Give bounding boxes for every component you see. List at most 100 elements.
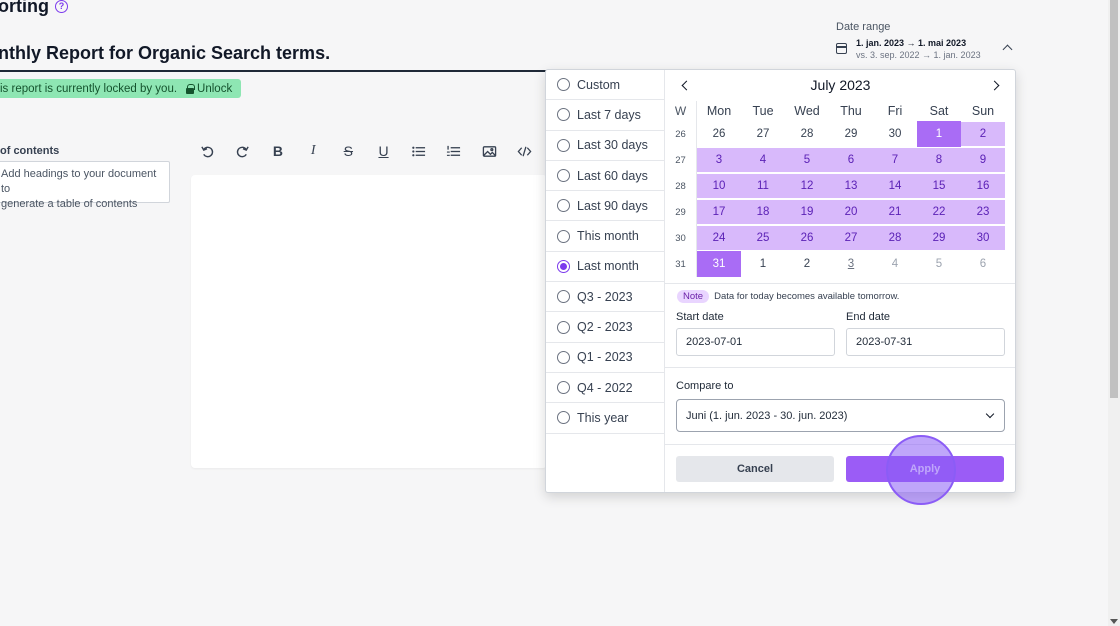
calendar-day[interactable]: 28 <box>800 128 814 140</box>
scroll-down-icon[interactable] <box>1110 619 1118 624</box>
calendar-day[interactable]: 22 <box>917 199 961 225</box>
preset-label: Q4 - 2022 <box>577 380 633 395</box>
scrollbar-thumb[interactable] <box>1110 0 1118 398</box>
radio-icon <box>557 320 570 334</box>
calendar-day[interactable]: 18 <box>741 199 785 225</box>
calendar-day[interactable]: 19 <box>785 199 829 225</box>
calendar-day[interactable]: 3 <box>697 147 741 173</box>
preset-option[interactable]: Q1 - 2023 <box>546 343 664 373</box>
page-scrollbar[interactable] <box>1108 0 1120 626</box>
calendar-day[interactable]: 29 <box>917 225 961 251</box>
italic-icon[interactable]: I <box>310 143 316 158</box>
document-editor[interactable] <box>191 175 547 468</box>
undo-icon[interactable] <box>190 137 225 165</box>
calendar-day[interactable]: 2 <box>803 258 811 270</box>
preset-label: Last 30 days <box>577 138 648 153</box>
toc-line-1: Add headings to your document to <box>1 168 157 195</box>
calendar-week-row: 30 24 25 26 27 28 29 30 <box>665 225 1015 251</box>
compare-to-select[interactable]: Juni (1. jun. 2023 - 30. jun. 2023) <box>676 399 1005 432</box>
start-date-input[interactable]: 2023-07-01 <box>676 328 835 356</box>
end-date-input[interactable]: 2023-07-31 <box>846 328 1005 356</box>
radio-icon <box>557 411 570 425</box>
strikethrough-icon[interactable]: S <box>343 143 354 159</box>
underline-icon[interactable]: U <box>378 143 389 159</box>
radio-icon <box>557 381 570 395</box>
apply-button[interactable]: Apply <box>846 456 1004 482</box>
calendar-day[interactable]: 23 <box>961 199 1005 225</box>
calendar-day[interactable]: 15 <box>917 173 961 199</box>
calendar-day[interactable]: 20 <box>829 199 873 225</box>
calendar-day[interactable]: 26 <box>712 128 726 140</box>
redo-icon[interactable] <box>225 137 260 165</box>
end-date-label: End date <box>846 311 891 323</box>
preset-option[interactable]: Custom <box>546 70 664 101</box>
calendar-day[interactable]: 3 <box>847 258 855 270</box>
calendar-week-row: 29 17 18 19 20 21 22 23 <box>665 199 1015 225</box>
preset-label: Last 90 days <box>577 198 648 213</box>
calendar-day[interactable]: 27 <box>829 225 873 251</box>
preset-option[interactable]: Q2 - 2023 <box>546 312 664 343</box>
calendar-day[interactable]: 26 <box>785 225 829 251</box>
next-month-button[interactable] <box>986 75 1006 95</box>
calendar-day[interactable]: 5 <box>785 147 829 173</box>
preset-option[interactable]: Last month <box>546 252 664 283</box>
prev-month-button[interactable] <box>675 75 695 95</box>
calendar-day[interactable]: 17 <box>697 199 741 225</box>
preset-option[interactable]: Q4 - 2022 <box>546 373 664 404</box>
preset-option[interactable]: Q3 - 2023 <box>546 282 664 313</box>
bullet-list-icon[interactable] <box>401 137 436 165</box>
calendar-day[interactable]: 6 <box>829 147 873 173</box>
calendar-day[interactable]: 1 <box>759 258 767 270</box>
calendar-day[interactable]: 1 <box>917 121 961 147</box>
calendar-day[interactable]: 13 <box>829 173 873 199</box>
calendar-day[interactable]: 4 <box>891 258 899 270</box>
toc-title: of contents <box>0 145 60 157</box>
calendar-day[interactable]: 21 <box>873 199 917 225</box>
help-icon[interactable]: ? <box>55 0 68 13</box>
calendar-day[interactable]: 4 <box>741 147 785 173</box>
calendar-week-row: 28 10 11 12 13 14 15 16 <box>665 173 1015 199</box>
preset-option[interactable]: Last 90 days <box>546 191 664 222</box>
calendar-day[interactable]: 7 <box>873 147 917 173</box>
calendar-day[interactable]: 5 <box>935 258 943 270</box>
calendar-day[interactable]: 24 <box>697 225 741 251</box>
image-icon[interactable] <box>472 137 507 165</box>
toc-placeholder: Add headings to your document to generat… <box>0 161 170 210</box>
toc-line-2: generate a table of contents <box>1 198 138 210</box>
radio-icon <box>557 290 570 304</box>
calendar-day[interactable]: 28 <box>873 225 917 251</box>
preset-label: Q1 - 2023 <box>577 350 633 365</box>
date-range-toggle[interactable]: 1. jan. 2023 → 1. mai 2023 vs. 3. sep. 2… <box>836 37 1013 63</box>
calendar-day[interactable]: 9 <box>961 147 1005 173</box>
calendar-day[interactable]: 25 <box>741 225 785 251</box>
calendar-week-row: 31 31 1 2 3 4 5 6 <box>665 251 1015 277</box>
bold-icon[interactable]: B <box>272 143 284 159</box>
calendar-day[interactable]: 8 <box>917 147 961 173</box>
calendar-day[interactable]: 30 <box>961 225 1005 251</box>
week-number: 31 <box>665 251 697 277</box>
code-icon[interactable] <box>507 137 542 165</box>
calendar-day[interactable]: 10 <box>697 173 741 199</box>
unlock-button[interactable]: Unlock <box>186 83 232 95</box>
numbered-list-icon[interactable] <box>436 137 471 165</box>
calendar-day[interactable]: 2 <box>961 121 1005 147</box>
chevron-left-icon <box>681 80 692 90</box>
preset-option[interactable]: Last 7 days <box>546 100 664 131</box>
calendar-day[interactable]: 11 <box>741 173 785 199</box>
calendar-day[interactable]: 29 <box>844 128 858 140</box>
calendar-day[interactable]: 16 <box>961 173 1005 199</box>
calendar-day[interactable]: 31 <box>697 251 741 277</box>
cancel-button[interactable]: Cancel <box>676 456 834 482</box>
calendar-day[interactable]: 6 <box>979 258 987 270</box>
calendar-day[interactable]: 27 <box>756 128 770 140</box>
date-range-value: 1. jan. 2023 → 1. mai 2023 <box>856 38 967 48</box>
calendar-day[interactable]: 30 <box>888 128 902 140</box>
unlock-label: Unlock <box>197 82 233 95</box>
date-range-label: Date range <box>836 21 891 33</box>
preset-option[interactable]: This year <box>546 403 664 434</box>
calendar-day[interactable]: 12 <box>785 173 829 199</box>
preset-option[interactable]: This month <box>546 221 664 252</box>
preset-option[interactable]: Last 60 days <box>546 161 664 192</box>
preset-option[interactable]: Last 30 days <box>546 131 664 161</box>
calendar-day[interactable]: 14 <box>873 173 917 199</box>
